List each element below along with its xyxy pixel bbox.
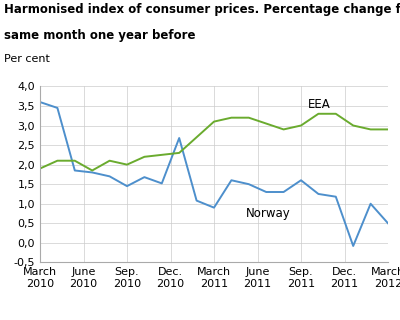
Text: EEA: EEA xyxy=(308,98,331,111)
Text: Norway: Norway xyxy=(246,207,291,220)
Text: Per cent: Per cent xyxy=(4,54,50,64)
Text: Harmonised index of consumer prices. Percentage change from the: Harmonised index of consumer prices. Per… xyxy=(4,3,400,16)
Text: same month one year before: same month one year before xyxy=(4,29,196,42)
